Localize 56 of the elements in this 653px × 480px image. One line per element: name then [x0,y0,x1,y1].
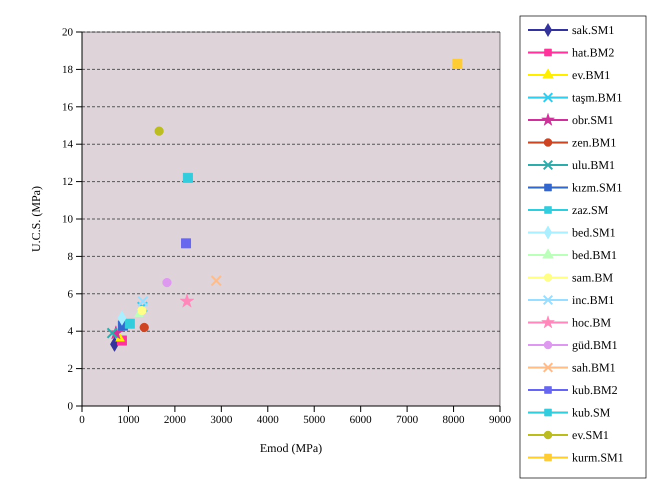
legend-label: ev.SM1 [572,428,609,442]
x-tick-label: 3000 [210,414,233,426]
x-axis-title: Emod (MPa) [260,441,322,455]
point [136,301,148,313]
y-tick-label: 4 [68,326,74,338]
x-tick-label: 7000 [396,414,419,426]
y-tick-label: 2 [68,363,73,376]
x-tick-label: 9000 [489,414,512,426]
y-tick-label: 20 [62,26,74,39]
y-tick-label: 18 [62,64,74,76]
legend-label: kub.BM2 [572,383,618,397]
point [154,126,164,136]
legend-label: sam.BM [572,270,614,284]
y-tick-label: 0 [68,400,74,413]
legend-label: hat.BM2 [572,46,614,60]
legend-label: kub.SM [572,406,611,420]
y-tick-label: 16 [62,101,74,114]
y-tick-label: 12 [62,176,73,188]
y-tick-label: 10 [62,214,74,226]
legend-label: bed.SM1 [572,226,616,240]
legend-label: inc.BM1 [572,293,614,307]
point [162,278,172,288]
legend-label: kızm.SM1 [572,180,622,194]
point [137,306,147,316]
legend-label: sak.SM1 [572,23,614,37]
x-tick-label: 1000 [117,414,140,426]
legend-label: hoc.BM [572,316,612,330]
x-tick-label: 2000 [164,414,186,426]
point [182,172,193,183]
point [106,327,118,339]
point [452,58,462,69]
legend-label: sah.BM1 [572,360,616,374]
point [124,318,135,329]
legend-label: ev.BM1 [572,68,610,82]
legend-label: obr.SM1 [572,113,614,127]
legend-label: zen.BM1 [572,136,616,150]
x-tick-label: 8000 [442,414,466,426]
y-axis-title: U.C.S. (MPa) [29,186,43,252]
point [140,322,149,332]
point [210,274,222,286]
legend-label: taşm.BM1 [572,90,622,104]
y-tick-label: 6 [68,288,74,300]
x-tick-label: 4000 [256,414,280,426]
point [180,294,194,308]
point [137,296,149,308]
y-tick-label: 14 [62,138,74,151]
x-tick-label: 6000 [350,414,372,426]
legend-label: güd.BM1 [572,338,618,352]
point [181,238,192,248]
legend-label: ulu.BM1 [572,158,616,172]
legend-label: zaz.SM [572,203,609,217]
x-tick-label: 5000 [303,414,326,426]
legend-label: kurm.SM1 [572,450,624,464]
y-tick-label: 8 [68,250,74,263]
legend-label: bed.BM1 [572,248,617,262]
x-tick-label: 0 [79,414,86,426]
